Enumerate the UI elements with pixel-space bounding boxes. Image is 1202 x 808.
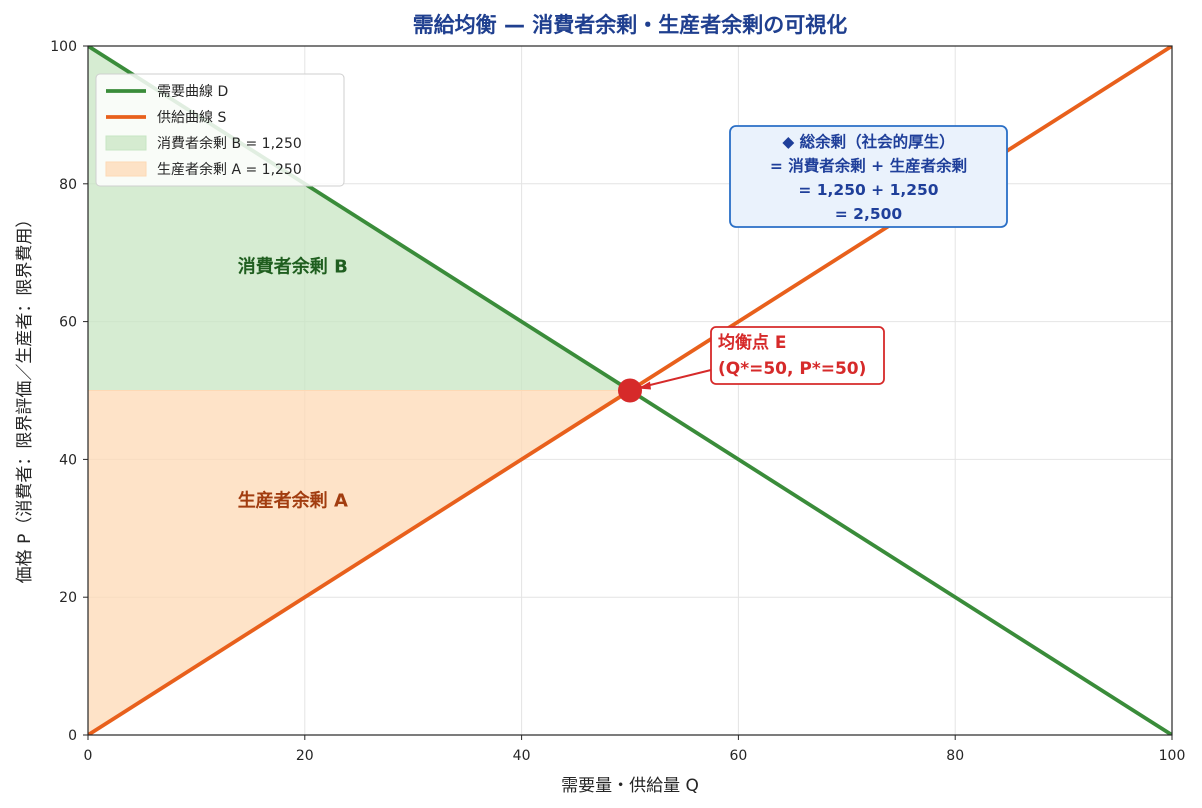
legend-demand-label: 需要曲線 D — [157, 84, 228, 100]
x-tick-label: 60 — [729, 748, 747, 764]
legend-consumer-surplus-label: 消費者余剰 B = 1,250 — [157, 135, 302, 152]
total-surplus-line: = 消費者余剰 + 生産者余剰 — [770, 156, 967, 175]
equilibrium-arrow — [639, 369, 712, 389]
x-tick-label: 0 — [84, 748, 93, 764]
y-tick-label: 0 — [68, 728, 77, 744]
chart-title: 需給均衡 — 消費者余剰・生産者余剰の可視化 — [413, 13, 848, 37]
total-surplus-line: = 1,250 + 1,250 — [798, 181, 938, 199]
y-tick-label: 60 — [59, 315, 77, 331]
legend: 需要曲線 D 供給曲線 S 消費者余剰 B = 1,250 生産者余剰 A = 1,2… — [95, 73, 345, 187]
legend-producer-surplus-label: 生産者余剰 A = 1,250 — [157, 161, 302, 178]
total-surplus-frame — [729, 125, 1008, 228]
equilibrium-annotation: 均衡点 E (Q*=50, P*=50) — [618, 326, 885, 403]
equilibrium-label-line: 均衡点 E — [718, 332, 787, 353]
consumer-surplus-label: 消費者余剰 B — [238, 255, 348, 277]
region-labels: 消費者余剰 B 生産者余剰 A — [238, 255, 348, 511]
total-surplus-box: ◆ 総余剰（社会的厚生） = 消費者余剰 + 生産者余剰 = 1,250 + 1,2… — [729, 125, 1008, 228]
y-tick-label: 100 — [50, 39, 77, 55]
x-tick-label: 100 — [1159, 748, 1186, 764]
x-axis-title: 需要量・供給量 Q — [561, 776, 699, 796]
legend-box — [95, 73, 345, 187]
x-tick-label: 80 — [946, 748, 964, 764]
producer-surplus-label: 生産者余剰 A — [238, 490, 348, 512]
y-tick-label: 20 — [59, 590, 77, 606]
y-tick-label: 80 — [59, 177, 77, 193]
equilibrium-label-line: (Q*=50, P*=50) — [718, 359, 866, 379]
total-surplus-line: ◆ 総余剰（社会的厚生） — [782, 132, 954, 151]
x-tick-label: 20 — [296, 748, 314, 764]
legend-supply-label: 供給曲線 S — [157, 110, 226, 126]
axis-ticks: 0 20 40 60 80 100 0 20 40 60 80 100 — [50, 39, 1185, 764]
y-axis-title: 価格 P（消費者：限界評価／生産者：限界費用） — [15, 211, 35, 584]
equilibrium-point — [618, 378, 642, 403]
legend-consumer-surplus-swatch — [105, 135, 147, 151]
plot-frame — [87, 45, 1173, 736]
x-tick-label: 40 — [513, 748, 531, 764]
y-tick-label: 40 — [59, 452, 77, 468]
legend-producer-surplus-swatch — [105, 161, 147, 177]
equilibrium-label-box — [710, 326, 885, 385]
total-surplus-line: = 2,500 — [835, 205, 903, 223]
